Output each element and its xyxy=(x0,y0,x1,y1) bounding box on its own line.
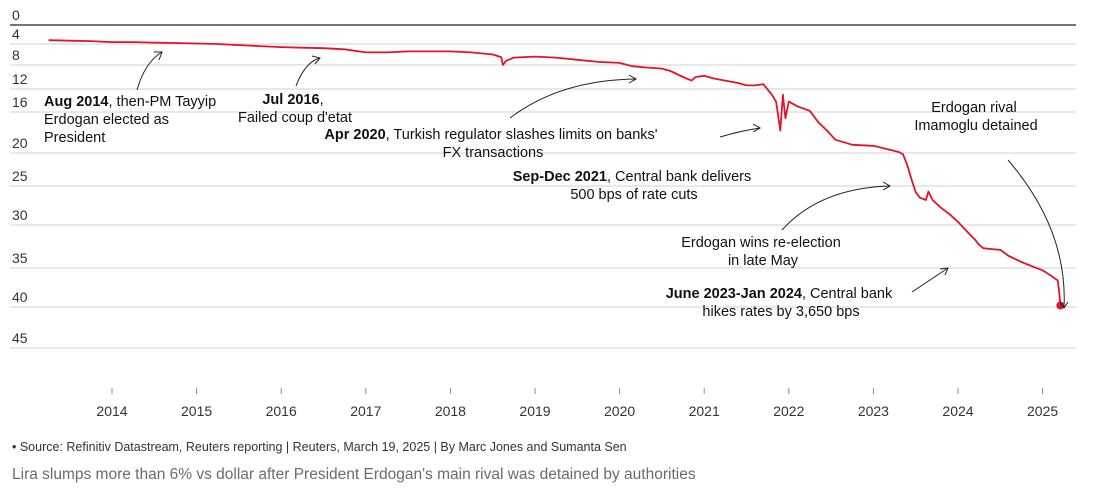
annotation-aug-2014-text-2: Erdogan elected as xyxy=(44,112,169,128)
y-tick-label-20: 20 xyxy=(12,135,28,151)
annotation-jul-2016-bold-1: Jul 2016 xyxy=(262,92,319,108)
x-tick-label-2018: 2018 xyxy=(435,403,466,419)
y-tick-label-35: 35 xyxy=(12,250,28,266)
y-tick-label-8: 8 xyxy=(12,47,20,63)
arrow-head-apr-2020 xyxy=(628,74,638,84)
x-tick-label-2016: 2016 xyxy=(266,403,297,419)
x-axis-ticks: 2014 2015 2016 2017 2018 2019 2020 2021 2022 2023… xyxy=(96,388,1058,419)
x-tick-label-2020: 2020 xyxy=(604,403,635,419)
arrow-jun-2023 xyxy=(911,267,949,293)
annotation-re-election-text-1: Erdogan wins re-election xyxy=(681,235,841,251)
x-tick-label-2015: 2015 xyxy=(181,403,212,419)
arrow-head-sep-dec-2021 xyxy=(752,123,762,133)
annotation-jun-2023-bold-1: June 2023-Jan 2024 xyxy=(666,286,802,302)
x-tick-label-2014: 2014 xyxy=(96,403,127,419)
arrow-apr-2020 xyxy=(509,78,637,119)
x-tick-label-2017: 2017 xyxy=(350,403,381,419)
y-tick-label-45: 45 xyxy=(12,330,28,346)
annotation-aug-2014-text-1: , then-PM Tayyip xyxy=(108,94,216,110)
annotation-sep-dec-2021-text-1: , Central bank delivers xyxy=(607,169,751,185)
annotation-aug-2014-bold-1: Aug 2014 xyxy=(44,94,108,110)
y-tick-label-4: 4 xyxy=(12,26,20,42)
gridlines xyxy=(10,24,1076,349)
annotation-imamoglu-text-1: Erdogan rival xyxy=(931,100,1016,116)
x-tick-label-2019: 2019 xyxy=(519,403,550,419)
x-tick-label-2024: 2024 xyxy=(942,403,973,419)
annotation-jun-2023-text-1: , Central bank xyxy=(802,286,893,302)
annotation-jul-2016: Jul 2016, Failed coup d'etat xyxy=(238,92,352,126)
source-note: • Source: Refinitiv Datastream, Reuters … xyxy=(12,440,627,454)
arrow-sep-dec-2021 xyxy=(719,127,761,138)
annotation-jun-2023-text-2: hikes rates by 3,650 bps xyxy=(702,304,859,320)
arrow-head-aug-2014 xyxy=(154,51,163,61)
annotation-re-election-text-2: in late May xyxy=(728,253,799,269)
y-axis-ticks: 0 4 8 12 16 20 25 30 35 40 45 xyxy=(12,7,28,346)
arrow-head-imamoglu xyxy=(1059,301,1069,309)
annotation-sep-dec-2021: Sep-Dec 2021, Central bank delivers 500 … xyxy=(513,169,756,203)
annotation-arrows xyxy=(136,51,1069,309)
y-tick-label-30: 30 xyxy=(12,207,28,223)
x-tick-label-2023: 2023 xyxy=(858,403,889,419)
y-tick-label-16: 16 xyxy=(12,94,28,110)
annotation-re-election: Erdogan wins re-election in late May xyxy=(681,235,845,269)
arrow-head-re-election xyxy=(882,181,892,191)
annotation-aug-2014-text-3: President xyxy=(44,130,105,146)
annotation-sep-dec-2021-text-2: 500 bps of rate cuts xyxy=(570,187,697,203)
arrow-imamoglu xyxy=(1007,159,1065,309)
annotation-apr-2020-text-1: , Turkish regulator slashes limits on ba… xyxy=(386,127,658,143)
annotation-apr-2020: Apr 2020, Turkish regulator slashes limi… xyxy=(324,127,661,161)
annotation-apr-2020-bold-1: Apr 2020 xyxy=(324,127,385,143)
arrow-jul-2016 xyxy=(295,57,321,87)
series-group xyxy=(48,39,1065,310)
annotation-apr-2020-text-2: FX transactions xyxy=(443,145,544,161)
annotation-imamoglu-text-2: Imamoglu detained xyxy=(914,118,1037,134)
annotation-jul-2016-text-2: Failed coup d'etat xyxy=(238,110,352,126)
arrow-aug-2014 xyxy=(136,51,163,91)
chart-caption: Lira slumps more than 6% vs dollar after… xyxy=(12,466,696,483)
annotation-aug-2014: Aug 2014, then-PM Tayyip Erdogan elected… xyxy=(44,94,220,146)
x-tick-label-2025: 2025 xyxy=(1027,403,1058,419)
y-tick-label-25: 25 xyxy=(12,168,28,184)
arrow-head-jul-2016 xyxy=(311,55,321,65)
annotation-jul-2016-text-1: , xyxy=(320,92,324,108)
arrow-re-election xyxy=(781,185,891,231)
arrow-head-jun-2023 xyxy=(939,267,949,276)
series-line-lira xyxy=(48,39,1062,306)
x-tick-label-2021: 2021 xyxy=(689,403,720,419)
annotation-jun-2023-jan-2024: June 2023-Jan 2024, Central bank hikes r… xyxy=(666,286,897,320)
annotation-sep-dec-2021-bold-1: Sep-Dec 2021 xyxy=(513,169,607,185)
annotations: Aug 2014, then-PM Tayyip Erdogan elected… xyxy=(44,92,1038,320)
annotation-imamoglu: Erdogan rival Imamoglu detained xyxy=(914,100,1037,134)
x-tick-label-2022: 2022 xyxy=(773,403,804,419)
y-tick-label-40: 40 xyxy=(12,289,28,305)
series-end-marker xyxy=(1056,301,1065,310)
y-tick-label-0: 0 xyxy=(12,7,20,23)
y-tick-label-12: 12 xyxy=(12,71,28,87)
